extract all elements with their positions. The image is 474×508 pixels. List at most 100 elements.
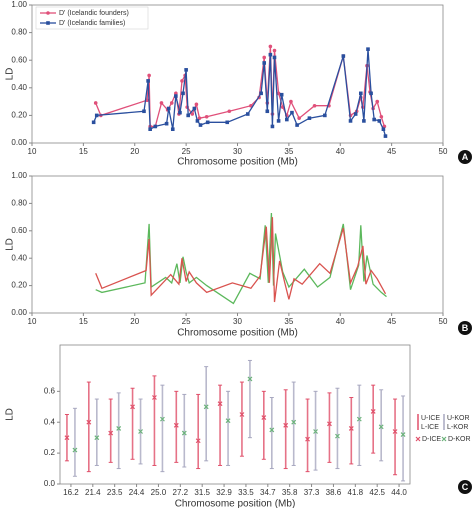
point (138, 429, 143, 434)
series-line (95, 212, 387, 305)
point (93, 101, 98, 105)
point (186, 113, 190, 118)
x-tick-label: 42.5 (369, 488, 385, 497)
x-tick-label: 20 (130, 147, 139, 156)
point (166, 106, 171, 111)
x-tick-label: 25 (182, 317, 191, 326)
y-tick-label: 0.20 (11, 281, 27, 290)
point (307, 116, 312, 120)
y-tick-label: 0.40 (11, 83, 27, 92)
x-tick-label: 38.6 (326, 488, 342, 497)
x-tick-label: 50 (439, 317, 448, 326)
x-tick-label: 25 (182, 147, 191, 156)
legend-label: D' (Icelandic founders) (59, 10, 129, 17)
legend-label: D-ICE (422, 436, 441, 443)
point (205, 120, 210, 125)
x-tick-label: 44.0 (391, 488, 407, 497)
point (148, 127, 152, 131)
y-axis-label: LD (5, 68, 16, 81)
point (164, 121, 169, 126)
point (297, 116, 301, 120)
legend-marker (415, 436, 421, 442)
point (356, 416, 362, 422)
panel-badge (458, 321, 472, 335)
point (362, 119, 366, 123)
legend-label: L-KOR (447, 424, 468, 431)
point (272, 48, 277, 53)
x-tick-label: 24.4 (129, 488, 145, 497)
point (94, 113, 99, 118)
point (359, 91, 363, 96)
x-tick-label: 31.5 (194, 488, 210, 497)
panel-label: C (462, 482, 469, 492)
panel-label: A (462, 152, 469, 162)
y-tick-label: 0.6 (44, 386, 56, 395)
x-tick-label: 34.7 (260, 488, 276, 497)
point (173, 422, 179, 428)
point (217, 401, 223, 407)
point (323, 113, 327, 118)
point (327, 421, 332, 427)
legend-label: U-ICE (421, 415, 440, 422)
legend-label: U-KOR (447, 415, 470, 422)
point (353, 112, 358, 116)
point (279, 92, 284, 97)
x-tick-label: 30 (233, 147, 242, 156)
point (181, 430, 187, 436)
point (195, 119, 200, 123)
point (159, 101, 164, 105)
point (370, 408, 376, 414)
y-tick-label: 0.80 (11, 28, 27, 37)
point (348, 425, 354, 431)
point (268, 52, 273, 57)
panel-badge (458, 480, 472, 494)
point (265, 109, 270, 114)
x-tick-label: 27.2 (173, 488, 189, 497)
y-tick-label: 0.60 (11, 226, 27, 235)
point (152, 395, 157, 400)
point (379, 114, 384, 119)
point (195, 438, 201, 444)
y-axis-label: LD (5, 408, 16, 421)
y-tick-label: 0.20 (11, 111, 27, 120)
point (181, 91, 185, 96)
point (227, 109, 232, 114)
x-tick-label: 32.9 (216, 488, 232, 497)
point (392, 429, 398, 434)
point (160, 416, 165, 422)
point (291, 419, 297, 425)
x-tick-label: 35 (284, 317, 293, 326)
x-tick-label: 10 (28, 147, 37, 156)
y-tick-label: 1.00 (11, 171, 27, 180)
y-axis-label: LD (5, 238, 16, 251)
point (192, 106, 197, 111)
x-tick-label: 50 (439, 147, 448, 156)
x-tick-label: 25.0 (151, 488, 167, 497)
point (268, 44, 273, 49)
series-line (95, 217, 387, 303)
legend-marker (46, 11, 50, 15)
point (198, 123, 203, 127)
point (64, 435, 70, 441)
point (262, 61, 267, 65)
point (116, 425, 122, 431)
point (378, 424, 384, 430)
y-tick-label: 0.4 (44, 417, 56, 426)
point (197, 116, 202, 120)
x-tick-label: 30 (233, 317, 242, 326)
point (204, 114, 209, 119)
point (259, 91, 263, 96)
x-tick-label: 41.8 (348, 488, 364, 497)
y-tick-label: 0.80 (11, 199, 27, 208)
point (94, 435, 100, 441)
legend-label: D' (Icelandic families) (59, 20, 125, 27)
y-tick-label: 0.00 (11, 138, 27, 147)
point (174, 91, 178, 96)
x-tick-label: 15 (79, 317, 88, 326)
point (245, 112, 250, 116)
point (153, 124, 158, 129)
point (272, 55, 277, 60)
x-tick-label: 45 (387, 317, 396, 326)
point (225, 418, 231, 424)
